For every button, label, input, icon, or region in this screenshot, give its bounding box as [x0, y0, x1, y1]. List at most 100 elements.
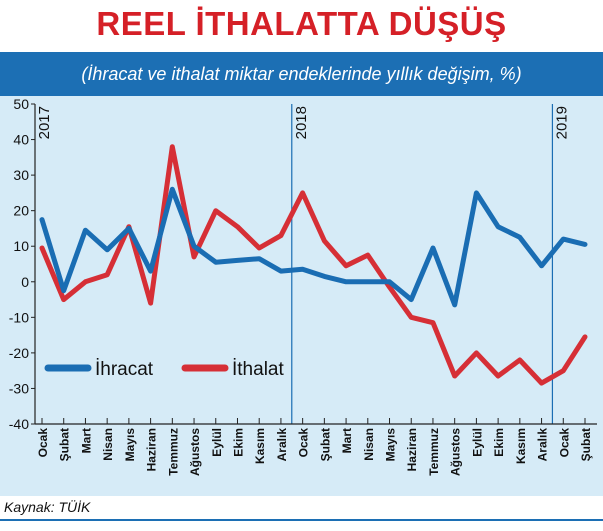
x-tick-label: Şubat: [579, 428, 593, 461]
data-point: [236, 259, 239, 262]
y-tick-label: -20: [9, 345, 29, 361]
year-markers: 2017 2018 2019: [36, 104, 570, 424]
x-tick-label: Nisan: [362, 428, 376, 461]
x-tick-label: Ağustos: [188, 428, 202, 476]
data-point: [367, 281, 369, 283]
data-point: [150, 270, 152, 272]
bottom-rule: [0, 519, 603, 521]
y-tick-label: 0: [21, 274, 29, 290]
data-point: [323, 275, 325, 278]
x-tick-label: Nisan: [101, 428, 115, 461]
data-point: [171, 188, 173, 190]
data-point: [63, 298, 65, 301]
data-point: [388, 286, 391, 288]
data-point: [215, 261, 217, 263]
source-note: Kaynak: TÜİK: [4, 499, 91, 515]
year-label: 2017: [36, 106, 53, 139]
series-line-ithalat: [39, 144, 588, 386]
legend-label: İhracat: [95, 359, 154, 380]
data-point: [584, 336, 586, 338]
x-tick-label: Şubat: [58, 428, 72, 461]
chart-title: REEL İTHALATTA DÜŞÜŞ YAVAŞLADI: [96, 5, 507, 90]
x-tick-label: Eylül: [470, 428, 484, 457]
x-tick-label: Ocak: [297, 428, 311, 458]
y-tick-label: 50: [13, 96, 29, 112]
x-tick-label: Mayıs: [123, 428, 137, 462]
data-point: [302, 268, 304, 270]
data-point: [475, 192, 477, 194]
data-point: [171, 146, 173, 148]
data-point: [280, 234, 282, 237]
x-tick-label: Haziran: [405, 428, 419, 471]
data-point: [519, 236, 521, 238]
subtitle-bar: (İhracat ve ithalat miktar endeklerinde …: [0, 52, 603, 96]
y-tick-label: 30: [13, 167, 29, 183]
series-line-ihracat: [39, 186, 588, 308]
line-chart: -40 -30 -20 -10 0 10 20 30 40 50 2017 2018 2019 Oca…: [9, 96, 597, 476]
x-tick-label: Mayıs: [384, 428, 398, 462]
x-tick-label: Temmuz: [166, 428, 180, 476]
data-point: [345, 265, 347, 267]
data-point: [432, 247, 434, 249]
data-point: [236, 226, 239, 228]
x-axis: Ocak Şubat Mart Nisan Mayıs Haziran Temmuz Ağus…: [35, 418, 597, 476]
data-point: [562, 238, 564, 240]
y-tick-label: -10: [9, 309, 29, 325]
data-point: [215, 210, 217, 212]
plot-background: [0, 96, 603, 496]
data-point: [106, 249, 108, 251]
data-point: [323, 240, 325, 242]
data-point: [454, 375, 456, 377]
data-point: [345, 281, 347, 283]
y-tick-label: -40: [9, 416, 29, 432]
data-point: [280, 270, 282, 272]
data-point: [193, 245, 195, 247]
data-point: [63, 290, 65, 292]
chart-subtitle: (İhracat ve ithalat miktar endeklerinde …: [81, 64, 522, 84]
data-point: [258, 247, 260, 249]
data-point: [410, 316, 412, 318]
data-point: [302, 192, 304, 194]
data-point: [193, 256, 195, 258]
data-point: [388, 281, 391, 283]
data-point: [519, 359, 521, 361]
data-point: [497, 226, 499, 228]
x-tick-label: Ocak: [557, 428, 571, 458]
x-tick-label: Temmuz: [427, 428, 441, 476]
x-tick-label: Haziran: [145, 428, 159, 471]
x-tick-label: Aralık: [275, 428, 289, 462]
data-point: [410, 298, 412, 301]
y-axis: -40 -30 -20 -10 0 10 20 30 40 50: [9, 96, 36, 432]
y-tick-label: 20: [13, 203, 29, 219]
data-point: [41, 218, 43, 221]
data-point: [584, 243, 586, 246]
x-tick-label: Ocak: [36, 428, 50, 458]
year-label: 2018: [293, 106, 310, 139]
y-tick-label: 10: [13, 238, 29, 254]
x-tick-label: Ekim: [492, 428, 506, 457]
data-point: [454, 304, 456, 306]
x-tick-label: Aralık: [536, 428, 550, 462]
data-point: [432, 322, 434, 324]
data-point: [258, 258, 260, 260]
data-point: [106, 274, 108, 276]
legend: İhracat İthalat: [44, 359, 284, 380]
y-tick-label: 40: [13, 132, 29, 148]
data-point: [84, 281, 87, 283]
series-layer: [39, 144, 588, 386]
data-point: [562, 370, 564, 372]
y-tick-label: -30: [9, 380, 29, 396]
x-tick-label: Kasım: [514, 428, 528, 464]
x-tick-label: Eylül: [210, 428, 224, 457]
x-tick-label: Şubat: [318, 428, 332, 461]
data-point: [367, 254, 369, 256]
data-point: [475, 352, 477, 354]
data-point: [150, 302, 152, 304]
data-point: [497, 375, 499, 377]
x-tick-label: Ağustos: [449, 428, 463, 476]
data-point: [540, 265, 543, 267]
x-tick-label: Ekim: [231, 428, 245, 457]
x-tick-label: Mart: [340, 428, 354, 453]
legend-label: İthalat: [232, 359, 284, 380]
